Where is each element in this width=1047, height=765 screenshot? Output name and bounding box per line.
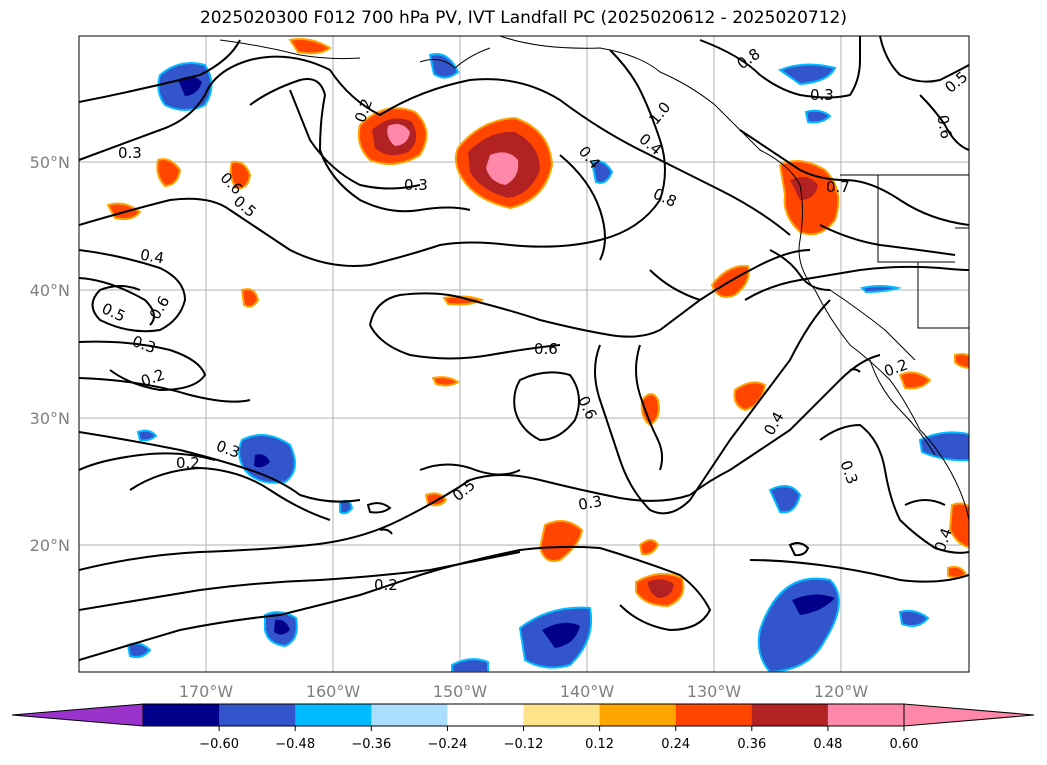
contour-label: 0.4 <box>139 246 166 268</box>
lon-label-140w: 140°W <box>560 682 615 701</box>
contour-label: 0.4 <box>635 130 665 159</box>
contour-label: 0.3 <box>810 86 834 104</box>
latitude-labels: 50°N 40°N 30°N 20°N <box>30 153 70 555</box>
contour-label: 0.3 <box>130 332 159 357</box>
contour-label: 0.5 <box>941 68 971 97</box>
contour-label: 0.2 <box>374 576 398 594</box>
contour-label: 0.3 <box>404 176 428 194</box>
lon-label-150w: 150°W <box>433 682 488 701</box>
colorbar-tick-label: −0.24 <box>427 737 467 752</box>
contour-label: 0.3 <box>118 144 142 162</box>
longitude-labels: 170°W 160°W 150°W 140°W 130°W 120°W <box>179 682 869 701</box>
colorbar-bin <box>675 704 753 726</box>
colorbar-over-extension <box>903 703 1035 727</box>
contour-label: 0.5 <box>449 476 479 505</box>
colorbar-tick-label: 0.24 <box>661 737 690 752</box>
colorbar-tick-label: 0.36 <box>737 737 766 752</box>
colorbar-bin <box>447 704 524 726</box>
colorbar-bin <box>295 704 372 726</box>
colorbar-bin <box>751 704 829 726</box>
colorbar-bin <box>371 704 448 726</box>
contour-label: 1.0 <box>645 98 674 128</box>
pv-contours <box>79 36 969 661</box>
contour-label: 0.2 <box>139 365 168 390</box>
colorbar-tick-label: −0.48 <box>275 737 315 752</box>
lat-label-50n: 50°N <box>30 153 70 172</box>
colorbar-tick-label: 0.12 <box>585 737 614 752</box>
positive-anomaly <box>790 176 818 200</box>
positive-anomaly <box>387 124 410 146</box>
colorbar-tick-label: −0.12 <box>504 737 544 752</box>
colorbar-bin <box>143 704 220 726</box>
contour-label: 0.6 <box>534 340 558 358</box>
lat-label-40n: 40°N <box>30 281 70 300</box>
colorbar-bin <box>219 704 296 726</box>
contour-label: 0.3 <box>577 492 604 514</box>
colorbar: −0.60 −0.48 −0.36 −0.24 −0.12 0.12 0.24 0.36 0.4… <box>11 703 1035 752</box>
lon-label-120w: 120°W <box>814 682 869 701</box>
contour-label: 0.8 <box>734 45 764 73</box>
pv-anomaly-fills <box>106 38 969 672</box>
negative-anomaly <box>757 577 840 672</box>
colorbar-under-extension <box>11 703 144 727</box>
map-frame <box>78 35 970 673</box>
lat-label-30n: 30°N <box>30 409 70 428</box>
colorbar-bin <box>599 704 677 726</box>
contour-label: 0.6 <box>146 293 174 323</box>
colorbar-tick-label: 0.48 <box>813 737 842 752</box>
colorbar-tick-label: 0.60 <box>890 737 919 752</box>
lon-label-130w: 130°W <box>687 682 742 701</box>
positive-anomaly <box>486 152 519 185</box>
coastlines <box>219 36 969 521</box>
colorbar-bin <box>827 704 905 726</box>
contour-label: 0.7 <box>826 178 850 196</box>
colorbar-bin <box>523 704 601 726</box>
map-title: 2025020300 F012 700 hPa PV, IVT Landfall… <box>199 8 847 28</box>
colorbar-tick-label: −0.60 <box>199 737 239 752</box>
colorbar-tick-label: −0.36 <box>351 737 391 752</box>
lon-label-170w: 170°W <box>179 682 234 701</box>
lat-label-20n: 20°N <box>30 536 70 555</box>
lon-label-160w: 160°W <box>306 682 361 701</box>
contour-label: 0.6 <box>933 114 955 141</box>
contour-label: 0.3 <box>836 458 861 487</box>
contour-label: 0.3 <box>214 437 243 462</box>
contour-label: 0.2 <box>176 454 200 472</box>
